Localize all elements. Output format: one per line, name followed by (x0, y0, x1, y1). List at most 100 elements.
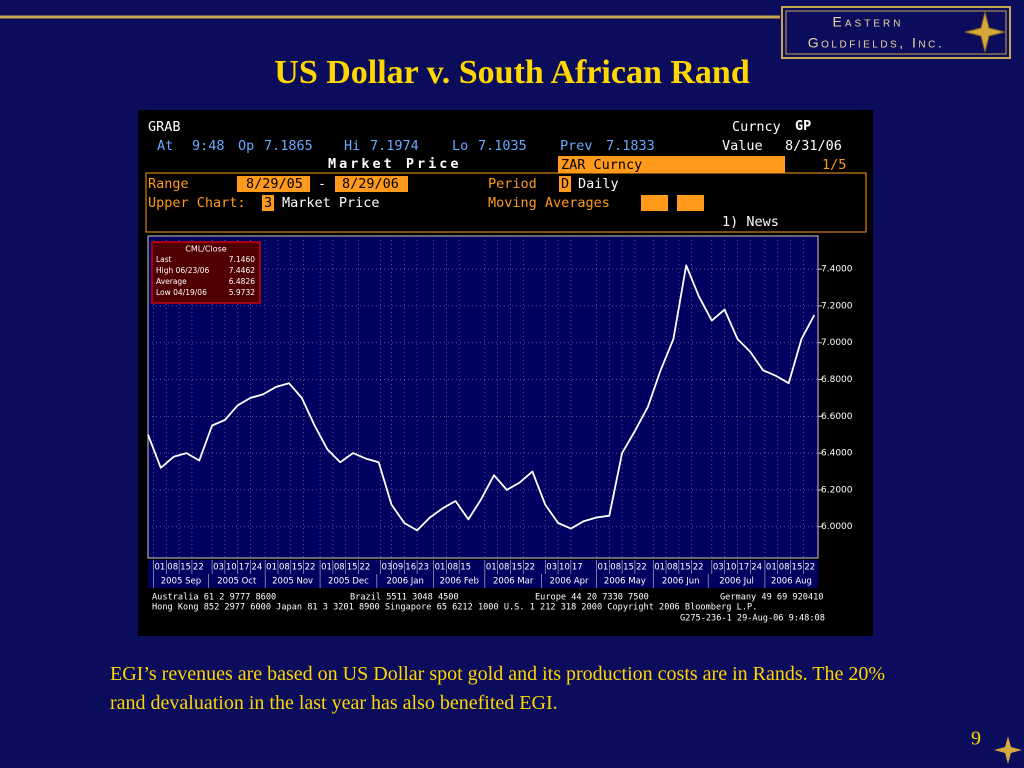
terminal-text: 1/5 (822, 157, 846, 173)
month-label: 2006 Feb (440, 577, 479, 587)
logo-line: Goldfields, Inc. (808, 35, 944, 51)
x-tick-label: 15 (347, 563, 358, 573)
price-line (147, 264, 816, 532)
slide-title: US Dollar v. South African Rand (274, 54, 750, 91)
legend: CML/Close Last 7.1460 High 06/23/06 7.4462 Av… (156, 245, 255, 298)
terminal-text: 1) News (722, 214, 779, 230)
logo-star (964, 11, 1006, 53)
terminal-text: D (561, 176, 569, 192)
terminal-text: Range (148, 176, 189, 192)
y-tick-label: 7.4000 (821, 265, 853, 275)
month-label: 2005 Oct (217, 577, 257, 587)
x-tick-label: 03 (713, 563, 724, 573)
y-tick-label: 6.6000 (821, 412, 853, 422)
month-label: 2005 Sep (161, 577, 201, 587)
legend-label: Low 04/19/06 (156, 288, 207, 297)
x-tick-label: 08 (779, 563, 790, 573)
x-tick-label: 01 (654, 563, 665, 573)
month-label: 2006 Jul (719, 577, 754, 587)
x-tick-label: 01 (266, 563, 277, 573)
plot: 6.0000 6.2000 6.4000 6.6000 6.8000 7.0000 7.20… (147, 236, 853, 588)
y-tick-label: 7.0000 (821, 338, 853, 348)
x-tick-label: 22 (693, 563, 704, 573)
x-tick-label: 22 (193, 563, 204, 573)
footer-line: Europe 44 20 7330 7500 (535, 593, 649, 603)
x-tick-label: 08 (610, 563, 621, 573)
x-tick-label: 16 (405, 563, 416, 573)
month-label: 2006 Mar (493, 577, 534, 587)
terminal-text: Prev (560, 138, 593, 154)
x-tick-label: 22 (305, 563, 316, 573)
x-tick-label: 09 (392, 563, 403, 573)
terminal-text: 9:48 (192, 138, 225, 154)
legend-box (151, 241, 261, 304)
x-tick-label: 22 (524, 563, 535, 573)
y-tick-label: 6.2000 (821, 485, 853, 495)
logo-line: Eastern (833, 14, 904, 30)
x-tick-label: 01 (486, 563, 497, 573)
legend-label: Average (156, 277, 187, 286)
logo-inner (785, 10, 1007, 55)
x-tick-label: 22 (636, 563, 647, 573)
month-label: 2006 Aug (771, 577, 812, 587)
legend-value: 7.1460 (229, 255, 255, 264)
terminal-text: ZAR Curncy (561, 157, 642, 173)
terminal-text: 8/29/05 (246, 176, 303, 192)
x-tick-label: 01 (321, 563, 332, 573)
footer-line: G275-236-1 29-Aug-06 9:48:08 (680, 614, 825, 624)
terminal-text: GP (795, 118, 811, 134)
terminal-text: 3 (264, 195, 272, 211)
terminal-highlight (558, 156, 785, 173)
footer-line: Hong Kong 852 2977 6000 Japan 81 3 3201 … (152, 603, 757, 613)
x-tick-label: 08 (447, 563, 458, 573)
legend-title: CML/Close (185, 245, 227, 254)
terminal-text: Upper Chart: (148, 195, 246, 211)
month-label: 2006 May (604, 577, 646, 587)
terminal-highlight (262, 195, 274, 211)
x-tick-label: 08 (499, 563, 510, 573)
x-tick-label: 15 (623, 563, 634, 573)
terminal-text: GRAB (148, 119, 181, 135)
x-tick-label: 15 (292, 563, 303, 573)
y-tick-label: 6.0000 (821, 522, 853, 532)
terminal-text: - (318, 176, 326, 192)
terminal-frame (145, 172, 867, 233)
footer-line: Australia 61 2 9777 8600 (152, 593, 276, 603)
terminal-footer: Australia 61 2 9777 8600 Brazil 5511 3048… (152, 593, 825, 624)
month-label: 2006 Jun (662, 577, 700, 587)
y-tick-label: 7.2000 (821, 301, 853, 311)
logo-box (781, 6, 1011, 59)
x-tick-label: 01 (597, 563, 608, 573)
terminal-highlight (559, 176, 571, 192)
month-label: 2005 Nov (272, 577, 313, 587)
x-axis-band (148, 560, 818, 588)
legend-label: Last (156, 255, 172, 264)
x-tick-label: 08 (334, 563, 345, 573)
terminal-text: Hi (344, 138, 360, 154)
x-tick-label: 10 (726, 563, 737, 573)
x-tick-label: 01 (154, 563, 165, 573)
x-tick-label: 17 (572, 563, 583, 573)
x-tick-label: 23 (418, 563, 429, 573)
month-label: 2005 Dec (328, 577, 369, 587)
terminal-text: At (157, 138, 173, 154)
terminal-text: Value (722, 138, 763, 154)
x-tick-label: 15 (180, 563, 191, 573)
x-tick-label: 08 (667, 563, 678, 573)
y-tick-label: 6.8000 (821, 375, 853, 385)
x-tick-label: 03 (381, 563, 392, 573)
y-tick-label: 6.4000 (821, 449, 853, 459)
terminal-text: Daily (578, 176, 619, 192)
footer-line: Germany 49 69 920410 (720, 593, 823, 603)
x-tick-label: 22 (360, 563, 371, 573)
x-tick-label: 15 (792, 563, 803, 573)
legend-value: 6.4826 (229, 277, 255, 286)
footer-line: Brazil 5511 3048 4500 (350, 593, 459, 603)
x-tick-label: 08 (167, 563, 178, 573)
terminal-text: Market Price (328, 156, 462, 172)
x-tick-label: 17 (738, 563, 749, 573)
terminal-field (677, 195, 704, 211)
x-tick-label: 03 (213, 563, 224, 573)
legend-value: 5.9732 (229, 288, 255, 297)
terminal-text: Period (488, 176, 537, 192)
